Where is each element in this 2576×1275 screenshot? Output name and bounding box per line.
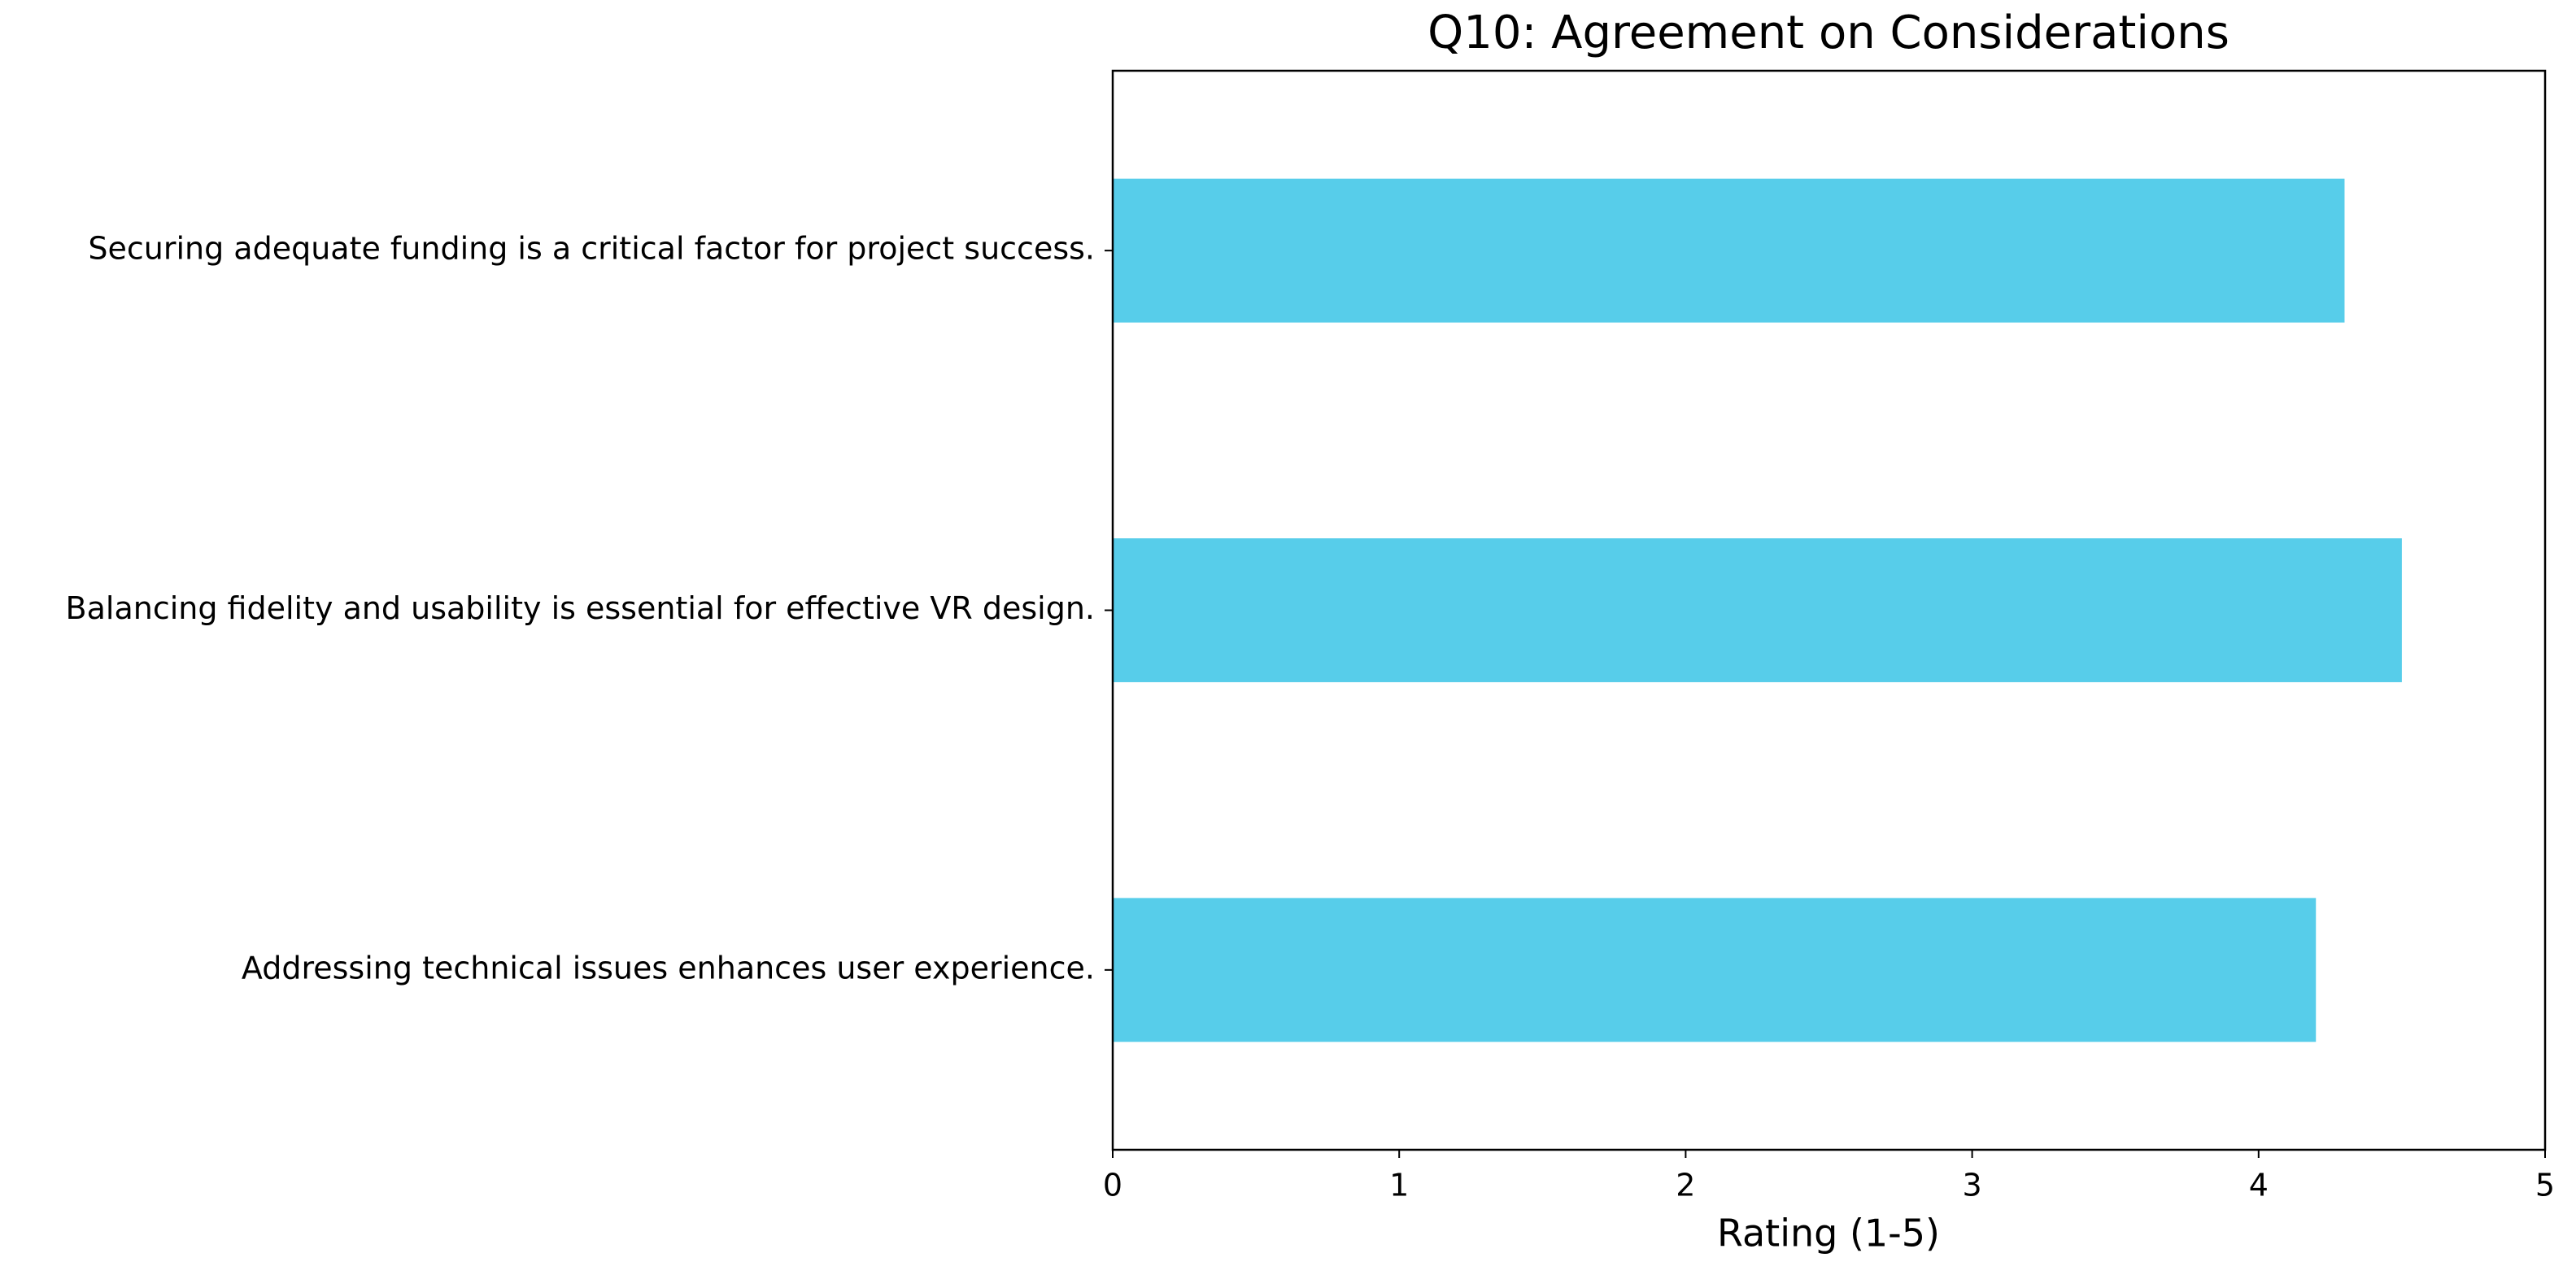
chart-title: Q10: Agreement on Considerations: [1427, 7, 2229, 59]
bar: [1113, 178, 2345, 323]
y-tick-label: Securing adequate funding is a critical …: [88, 231, 1095, 267]
x-tick-label: 0: [1103, 1168, 1122, 1203]
y-tick-label: Balancing fidelity and usability is esse…: [66, 590, 1095, 626]
x-axis-label: Rating (1-5): [1717, 1212, 1940, 1255]
x-tick-label: 2: [1676, 1168, 1695, 1203]
bar: [1113, 538, 2402, 682]
y-tick-label: Addressing technical issues enhances use…: [242, 950, 1095, 986]
x-tick-label: 5: [2535, 1168, 2555, 1203]
x-tick-label: 3: [1963, 1168, 1982, 1203]
x-tick-label: 4: [2249, 1168, 2269, 1203]
x-tick-label: 1: [1389, 1168, 1409, 1203]
bar: [1113, 898, 2317, 1042]
plot-frame: [1111, 69, 2547, 1151]
